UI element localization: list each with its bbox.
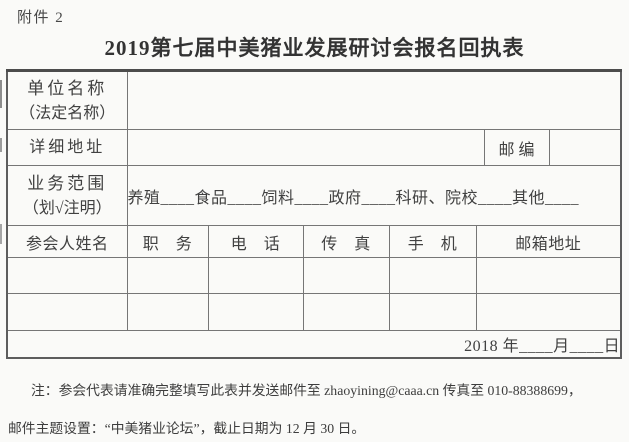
attendee-row-2 xyxy=(6,293,622,331)
scan-artifact xyxy=(0,224,2,244)
col-header-attendee-name: 参会人姓名 xyxy=(6,225,128,258)
unit-name-label-line2: （法定名称） xyxy=(19,104,116,122)
row-address: 详细地址 邮 编 xyxy=(6,129,622,166)
unit-name-blank-cell xyxy=(126,70,622,130)
registration-table: 单位名称 （法定名称） 详细地址 邮 编 业务范围 （划√注明） 养殖____食… xyxy=(6,69,623,359)
form-title: 2019第七届中美猪业发展研讨会报名回执表 xyxy=(104,36,525,60)
business-scope-options: 养殖____食品____饲料____政府____科研、院校____其他____ xyxy=(126,165,622,226)
entry-cell-position xyxy=(126,257,209,294)
entry-cell-name xyxy=(6,257,128,294)
entry-cell-mobile xyxy=(388,293,477,331)
entry-cell-phone xyxy=(207,257,304,294)
attendee-row-1 xyxy=(6,257,622,294)
business-scope-label: 业务范围 （划√注明） xyxy=(6,165,128,226)
business-scope-label-line1: 业务范围 xyxy=(27,173,108,193)
col-header-position: 职 务 xyxy=(126,225,209,258)
note-line-2: 邮件主题设置：“中美猪业论坛”，截止日期为 12 月 30 日。 xyxy=(8,421,366,436)
scan-artifact xyxy=(0,80,2,108)
row-business-scope: 业务范围 （划√注明） 养殖____食品____饲料____政府____科研、院… xyxy=(6,165,622,226)
address-blank-cell xyxy=(126,129,485,166)
unit-name-label: 单位名称 （法定名称） xyxy=(6,70,128,130)
col-header-phone: 电 话 xyxy=(207,225,304,258)
entry-cell-fax xyxy=(302,257,390,294)
attachment-label: 附件 2 xyxy=(17,10,65,26)
entry-cell-email xyxy=(475,293,622,331)
note-line-1: 注：参会代表请准确完整填写此表并发送邮件至 zhaoyining@caaa.cn… xyxy=(31,383,582,398)
row-unit-name: 单位名称 （法定名称） xyxy=(6,70,622,130)
entry-cell-mobile xyxy=(388,257,477,294)
entry-cell-phone xyxy=(207,293,304,331)
note: 注：参会代表请准确完整填写此表并发送邮件至 zhaoyining@caaa.cn… xyxy=(8,372,626,442)
row-column-headers: 参会人姓名 职 务 电 话 传 真 手 机 邮箱地址 xyxy=(6,225,622,258)
col-header-fax: 传 真 xyxy=(302,225,390,258)
postcode-blank-cell xyxy=(548,129,622,166)
col-header-mobile: 手 机 xyxy=(388,225,477,258)
scan-artifact xyxy=(0,138,2,152)
business-scope-label-line2: （划√注明） xyxy=(22,199,112,217)
entry-cell-email xyxy=(475,257,622,294)
entry-cell-position xyxy=(126,293,209,331)
entry-cell-name xyxy=(6,293,128,331)
col-header-email: 邮箱地址 xyxy=(475,225,622,258)
entry-cell-fax xyxy=(302,293,390,331)
postcode-label: 邮 编 xyxy=(483,129,550,166)
unit-name-label-line1: 单位名称 xyxy=(27,78,108,98)
date-cell: 2018 年____月____日 xyxy=(6,330,622,359)
row-date: 2018 年____月____日 xyxy=(6,330,622,359)
address-label: 详细地址 xyxy=(6,129,128,166)
